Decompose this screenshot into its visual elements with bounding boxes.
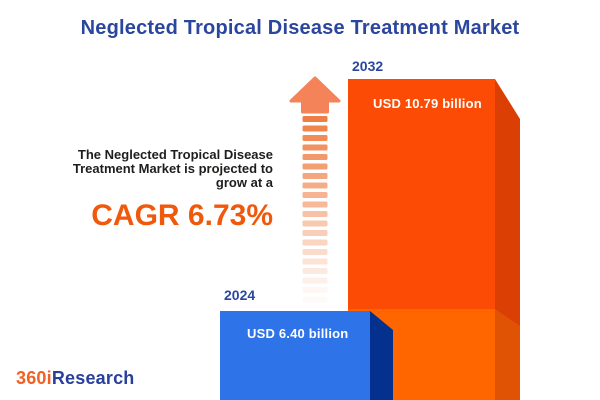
promo-line-3: grow at a [215,175,273,190]
arrow-fade-stripes [302,116,328,303]
bar-2032-growth-front [348,79,495,309]
bar-2024-front [220,311,370,400]
promo-line-2: Treatment Market is projected to [72,161,273,176]
bar-2024-year-label: 2024 [224,287,255,303]
bar-2032-year-label: 2032 [352,58,383,74]
bar-2024-side [370,311,393,400]
growth-arrow-icon [289,76,341,114]
bar-2032-base-side [495,309,520,400]
bar-2024-value-label: USD 6.40 billion [247,326,348,341]
bar-2032-value-label: USD 10.79 billion [373,96,482,111]
brand-logo: 360iResearch [16,368,135,389]
logo-suffix: Research [51,368,135,388]
logo-prefix: 360i [16,368,52,388]
page-title: Neglected Tropical Disease Treatment Mar… [80,17,520,39]
cagr-value: CAGR 6.73% [91,199,273,232]
promo-text-block: The Neglected Tropical Disease Treatment… [13,148,273,233]
promo-line-1: The Neglected Tropical Disease [77,147,273,162]
